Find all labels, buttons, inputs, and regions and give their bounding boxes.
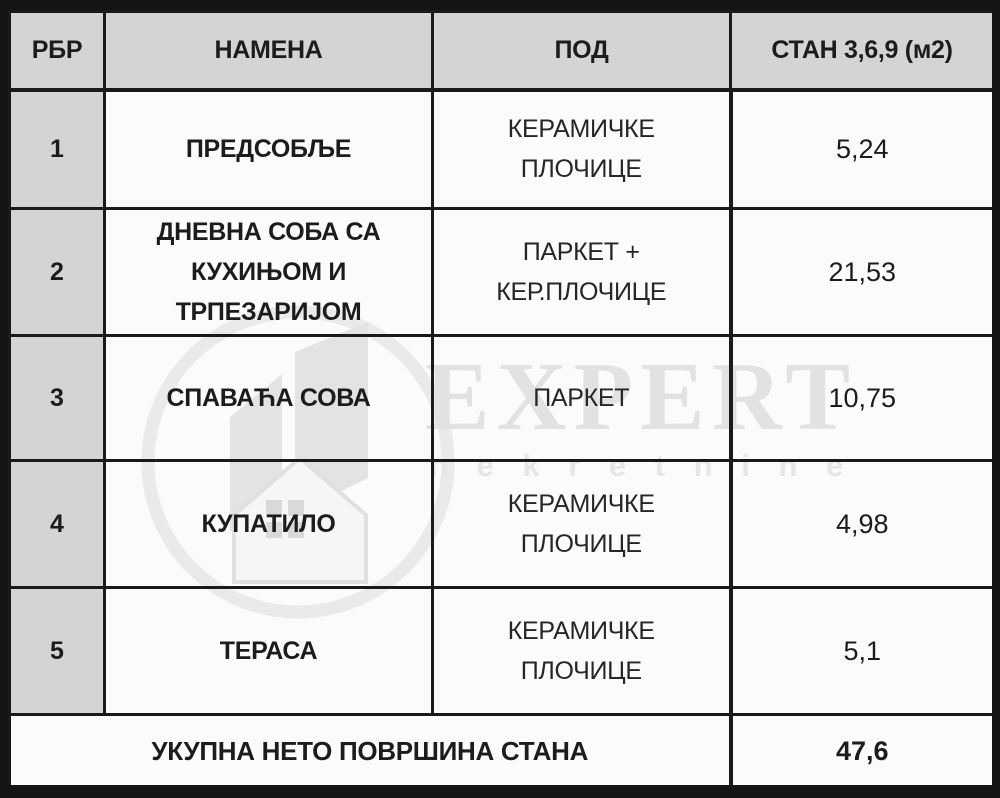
room-name: ПРЕДСОБЉЕ xyxy=(103,88,434,210)
room-area-table: РБР НАМЕНА ПОД СТАН 3,6,9 (м2) 1 ПРЕДСОБ… xyxy=(8,10,992,785)
table-row: 2 ДНЕВНА СОБА СА КУХИЊОМ И ТРПЕЗАРИЈОМ П… xyxy=(8,207,992,337)
floor-type: КЕРАМИЧКЕ ПЛОЧИЦЕ xyxy=(431,88,732,210)
col-header-stan: СТАН 3,6,9 (м2) xyxy=(729,10,992,92)
table-footer-row: УКУПНА НЕТО ПОВРШИНА СТАНА 47,6 xyxy=(8,713,992,785)
room-area: 5,24 xyxy=(728,88,992,210)
row-number: 5 xyxy=(8,586,106,716)
row-number: 2 xyxy=(8,207,106,337)
row-number: 4 xyxy=(8,459,106,589)
floor-type: КЕРАМИЧКЕ ПЛОЧИЦЕ xyxy=(431,459,732,589)
table-row: 1 ПРЕДСОБЉЕ КЕРАМИЧКЕ ПЛОЧИЦЕ 5,24 xyxy=(8,88,992,210)
table-row: 4 КУПАТИЛО КЕРАМИЧКЕ ПЛОЧИЦЕ 4,98 xyxy=(8,459,992,589)
table-row: 3 СПАВАЋА СОВА ПАРКЕТ 10,75 xyxy=(8,334,992,462)
room-name: ТЕРАСА xyxy=(103,586,434,716)
row-number: 1 xyxy=(8,88,106,210)
room-area: 21,53 xyxy=(728,207,992,337)
floor-type: ПАРКЕТ xyxy=(431,334,732,462)
room-name: КУПАТИЛО xyxy=(103,459,434,589)
room-name: ДНЕВНА СОБА СА КУХИЊОМ И ТРПЕЗАРИЈОМ xyxy=(103,207,434,337)
table-row: 5 ТЕРАСА КЕРАМИЧКЕ ПЛОЧИЦЕ 5,1 xyxy=(8,586,992,716)
total-value: 47,6 xyxy=(728,713,992,785)
col-header-pod: ПОД xyxy=(431,10,732,92)
room-area: 10,75 xyxy=(728,334,992,462)
col-header-namena: НАМЕНА xyxy=(103,10,434,92)
room-area: 4,98 xyxy=(728,459,992,589)
floor-type: КЕРАМИЧКЕ ПЛОЧИЦЕ xyxy=(431,586,732,716)
row-number: 3 xyxy=(8,334,106,462)
col-header-rbr: РБР xyxy=(8,10,106,92)
table-header-row: РБР НАМЕНА ПОД СТАН 3,6,9 (м2) xyxy=(8,10,992,92)
room-area: 5,1 xyxy=(728,586,992,716)
floor-type: ПАРКЕТ + КЕР.ПЛОЧИЦЕ xyxy=(431,207,732,337)
total-label: УКУПНА НЕТО ПОВРШИНА СТАНА xyxy=(8,713,732,785)
room-name: СПАВАЋА СОВА xyxy=(103,334,434,462)
